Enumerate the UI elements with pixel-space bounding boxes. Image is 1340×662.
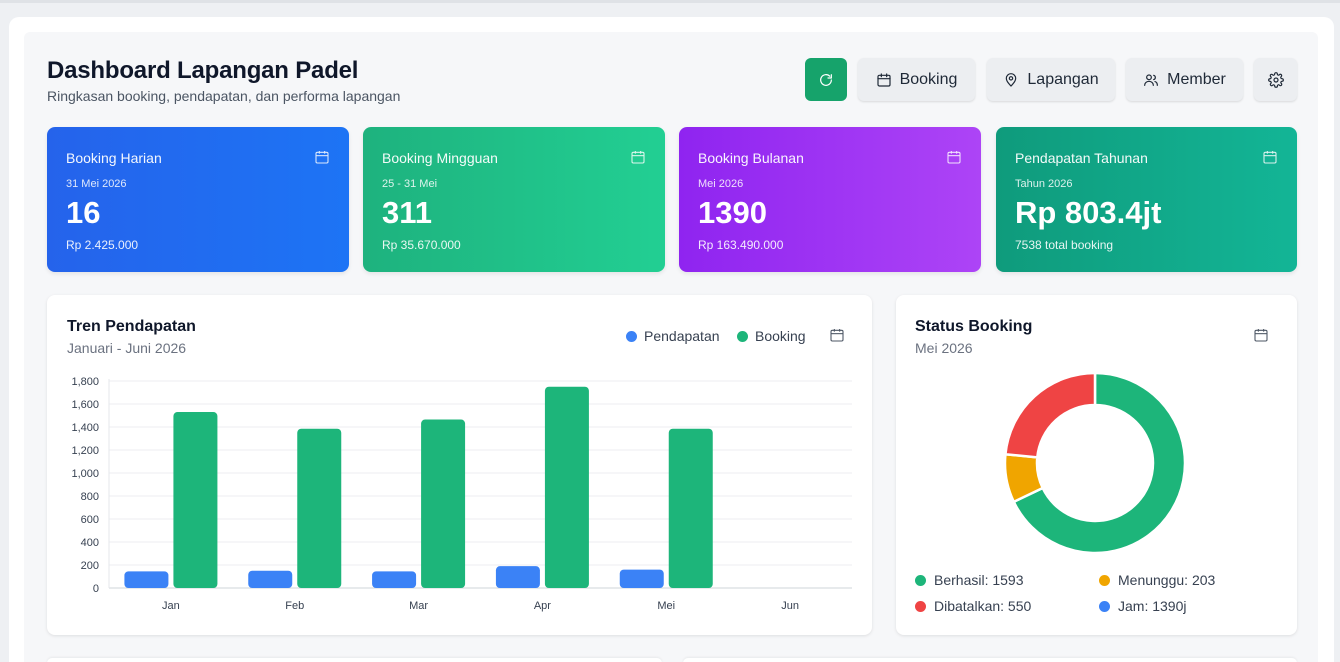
legend-dot-dibatalkan — [915, 600, 926, 612]
x-tick-label: Feb — [285, 600, 304, 612]
card-footer: Rp 163.490.000 — [698, 238, 784, 252]
donut-slice-dibatalkan[interactable] — [1004, 371, 1097, 459]
legend-dot-menunggu — [1099, 574, 1110, 586]
card-pendapatan-tahunan: Pendapatan Tahunan Tahun 2026 Rp 803.4jt… — [996, 127, 1297, 272]
card-title: Pendapatan Tahunan — [1015, 150, 1148, 166]
card-booking-bulanan: Booking Bulanan Mei 2026 1390 Rp 163.490… — [679, 127, 981, 272]
card-value: 1390 — [698, 195, 767, 230]
status-legend-menunggu: Menunggu: 203 — [1099, 572, 1215, 588]
card-footer: Rp 2.425.000 — [66, 238, 139, 252]
page-title: Dashboard Lapangan Padel — [47, 57, 359, 84]
status-panel: Status Booking Mei 2026 Berhasil: 1593 M… — [896, 295, 1297, 635]
calendar-icon — [630, 149, 646, 165]
bar-booking-feb[interactable] — [297, 428, 342, 588]
bar-booking-apr[interactable] — [544, 386, 589, 588]
legend-pendapatan: Pendapatan — [626, 328, 720, 344]
legend-label-booking: Booking — [755, 328, 806, 344]
bar-booking-mar[interactable] — [421, 419, 466, 588]
lapangan-button-label: Lapangan — [1027, 70, 1099, 88]
bottom-panel-right — [683, 658, 1297, 662]
legend-dot-booking — [737, 330, 748, 342]
card-booking-mingguan: Booking Mingguan 25 - 31 Mei 311 Rp 35.6… — [363, 127, 665, 272]
y-tick-label: 0 — [93, 583, 99, 595]
legend-dot-berhasil — [915, 574, 926, 586]
bar-booking-jan[interactable] — [173, 412, 218, 588]
legend-dot-jam — [1099, 600, 1110, 612]
status-subtitle: Mei 2026 — [915, 340, 973, 356]
bar-booking-mei[interactable] — [668, 428, 713, 588]
card-value: 16 — [66, 195, 101, 230]
bar-pendapatan-jan[interactable] — [124, 571, 169, 588]
card-title: Booking Mingguan — [382, 150, 498, 166]
legend-dot-pendapatan — [626, 330, 637, 342]
legend-label-berhasil: Berhasil: 1593 — [934, 572, 1024, 588]
map-pin-icon — [1006, 72, 1017, 87]
y-tick-label: 400 — [81, 537, 99, 549]
x-tick-label: Jun — [781, 600, 799, 612]
x-tick-label: Mei — [657, 600, 675, 612]
status-legend-dibatalkan: Dibatalkan: 550 — [915, 598, 1031, 614]
y-tick-label: 1,000 — [71, 468, 99, 480]
trend-bar-chart: 0 200 400 600 800 1,000 1,200 1,400 1,600 1,800 Ja… — [71, 376, 852, 612]
calendar-icon — [876, 72, 891, 87]
legend-label-dibatalkan: Dibatalkan: 550 — [934, 598, 1032, 614]
users-icon — [1144, 73, 1159, 86]
legend-booking: Booking — [737, 328, 806, 344]
y-tick-label: 600 — [81, 514, 99, 526]
gear-icon — [1267, 71, 1284, 88]
card-footer: 7538 total booking — [1015, 238, 1114, 252]
trend-title: Tren Pendapatan — [67, 318, 196, 335]
calendar-icon — [314, 149, 330, 165]
card-value: Rp 803.4jt — [1015, 195, 1162, 230]
trend-subtitle: Januari - Juni 2026 — [67, 340, 187, 356]
y-tick-label: 800 — [81, 491, 99, 503]
page-subtitle: Ringkasan booking, pendapatan, dan perfo… — [47, 88, 401, 104]
calendar-icon — [1262, 149, 1278, 165]
card-subtitle: Mei 2026 — [698, 178, 744, 190]
card-subtitle: 25 - 31 Mei — [382, 178, 438, 190]
bar-pendapatan-apr[interactable] — [495, 566, 540, 588]
settings-button[interactable] — [1254, 58, 1297, 101]
status-legend-berhasil: Berhasil: 1593 — [915, 572, 1024, 588]
x-tick-label: Jan — [162, 600, 180, 612]
member-button-label: Member — [1167, 70, 1226, 88]
top-border — [0, 0, 1340, 3]
booking-button-label: Booking — [899, 70, 958, 88]
card-title: Booking Harian — [66, 150, 162, 166]
trend-panel: Tren Pendapatan Januari - Juni 2026 Pend… — [47, 295, 872, 635]
bar-pendapatan-feb[interactable] — [248, 570, 293, 588]
status-donut-chart — [1003, 371, 1187, 555]
status-title: Status Booking — [915, 318, 1033, 335]
card-title: Booking Bulanan — [698, 150, 804, 166]
calendar-icon — [946, 149, 962, 165]
x-tick-label: Mar — [409, 600, 428, 612]
card-booking-harian: Booking Harian 31 Mei 2026 16 Rp 2.425.0… — [47, 127, 349, 272]
x-tick-label: Apr — [534, 600, 551, 612]
calendar-icon[interactable] — [1253, 327, 1269, 343]
y-tick-label: 1,400 — [71, 422, 99, 434]
bar-pendapatan-mei[interactable] — [619, 569, 664, 588]
card-value: 311 — [382, 195, 433, 230]
legend-label-pendapatan: Pendapatan — [644, 328, 720, 344]
bar-pendapatan-mar[interactable] — [372, 571, 417, 588]
y-tick-label: 200 — [81, 560, 99, 572]
bottom-panel-left — [47, 658, 662, 662]
y-tick-label: 1,600 — [71, 399, 99, 411]
calendar-icon[interactable] — [829, 327, 845, 343]
booking-button[interactable]: Booking — [858, 58, 975, 101]
member-button[interactable]: Member — [1126, 58, 1243, 101]
card-footer: Rp 35.670.000 — [382, 238, 461, 252]
refresh-button[interactable] — [805, 58, 847, 101]
card-subtitle: Tahun 2026 — [1015, 178, 1073, 190]
lapangan-button[interactable]: Lapangan — [987, 58, 1115, 101]
donut-slice-berhasil[interactable] — [1012, 371, 1187, 555]
legend-label-menunggu: Menunggu: 203 — [1118, 572, 1216, 588]
y-tick-label: 1,800 — [71, 376, 99, 388]
status-legend-jam: Jam: 1390j — [1099, 598, 1186, 614]
refresh-icon — [820, 73, 832, 86]
legend-label-jam: Jam: 1390j — [1118, 598, 1187, 614]
card-subtitle: 31 Mei 2026 — [66, 178, 127, 190]
y-tick-label: 1,200 — [71, 445, 99, 457]
